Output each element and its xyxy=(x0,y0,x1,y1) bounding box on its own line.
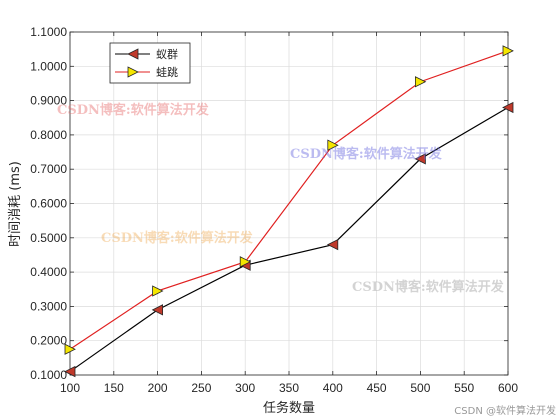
data-point xyxy=(64,343,76,355)
x-tick-label: 300 xyxy=(235,381,255,395)
y-axis-label: 时间消耗 (ms) xyxy=(8,161,23,247)
watermark-text: CSDN博客:软件算法开发 xyxy=(101,230,254,246)
data-point xyxy=(152,285,164,297)
watermark-text: CSDN博客:软件算法开发 xyxy=(352,279,505,295)
y-tick-label: 0.5000 xyxy=(30,231,67,245)
watermark-text: CSDN博客:软件算法开发 xyxy=(57,102,210,118)
x-axis-ticks: 100 150 200 250 300 350 400 450 500 550 600 xyxy=(60,32,518,395)
x-tick-label: 150 xyxy=(104,381,124,395)
y-tick-label: 1.0000 xyxy=(30,59,67,73)
y-tick-label: 0.3000 xyxy=(30,299,67,313)
series-group xyxy=(64,45,514,378)
y-tick-label: 0.1000 xyxy=(30,368,67,382)
legend-marker-1 xyxy=(127,66,139,78)
x-tick-label: 500 xyxy=(410,381,430,395)
series-1 xyxy=(64,45,514,355)
legend-label-1: 蛙跳 xyxy=(156,65,178,79)
data-point xyxy=(502,45,514,57)
y-tick-label: 0.2000 xyxy=(30,334,67,348)
series-0 xyxy=(64,101,514,378)
legend-box xyxy=(109,42,191,84)
y-axis-ticks: 0.1000 0.2000 0.3000 0.4000 0.5000 0.6000 0.70… xyxy=(30,25,508,382)
data-point xyxy=(415,76,427,88)
data-point xyxy=(327,139,339,151)
data-point xyxy=(239,256,252,268)
y-tick-label: 0.6000 xyxy=(30,197,67,211)
y-tick-label: 0.4000 xyxy=(30,265,67,279)
watermark-text: CSDN博客:软件算法开发 xyxy=(290,146,443,162)
watermarks: CSDN博客:软件算法开发 CSDN博客:软件算法开发 CSDN博客:软件算法开… xyxy=(57,102,505,295)
data-point xyxy=(414,153,426,165)
x-axis-label: 任务数量 xyxy=(263,400,315,416)
x-tick-label: 100 xyxy=(60,381,80,395)
legend-marker-0 xyxy=(127,48,139,60)
data-point xyxy=(502,101,514,114)
data-point xyxy=(151,304,163,316)
y-tick-label: 0.8000 xyxy=(30,128,67,142)
x-tick-label: 200 xyxy=(148,381,168,395)
x-tick-label: 250 xyxy=(191,381,211,395)
data-point xyxy=(64,365,76,378)
y-tick-label: 0.9000 xyxy=(30,94,67,108)
x-tick-label: 400 xyxy=(323,381,343,395)
series-line xyxy=(69,106,509,373)
x-tick-label: 450 xyxy=(367,381,387,395)
legend: 蚁群 蛙跳 xyxy=(109,42,191,84)
x-tick-label: 350 xyxy=(279,381,299,395)
legend-label-0: 蚁群 xyxy=(156,47,178,61)
y-tick-label: 0.7000 xyxy=(30,162,67,176)
x-tick-label: 550 xyxy=(454,381,474,395)
footer-credit: CSDN @软件算法开发 xyxy=(454,406,556,417)
series-line xyxy=(69,50,509,350)
data-point xyxy=(326,239,339,251)
y-tick-label: 1.1000 xyxy=(30,25,67,39)
x-tick-label: 600 xyxy=(498,381,518,395)
